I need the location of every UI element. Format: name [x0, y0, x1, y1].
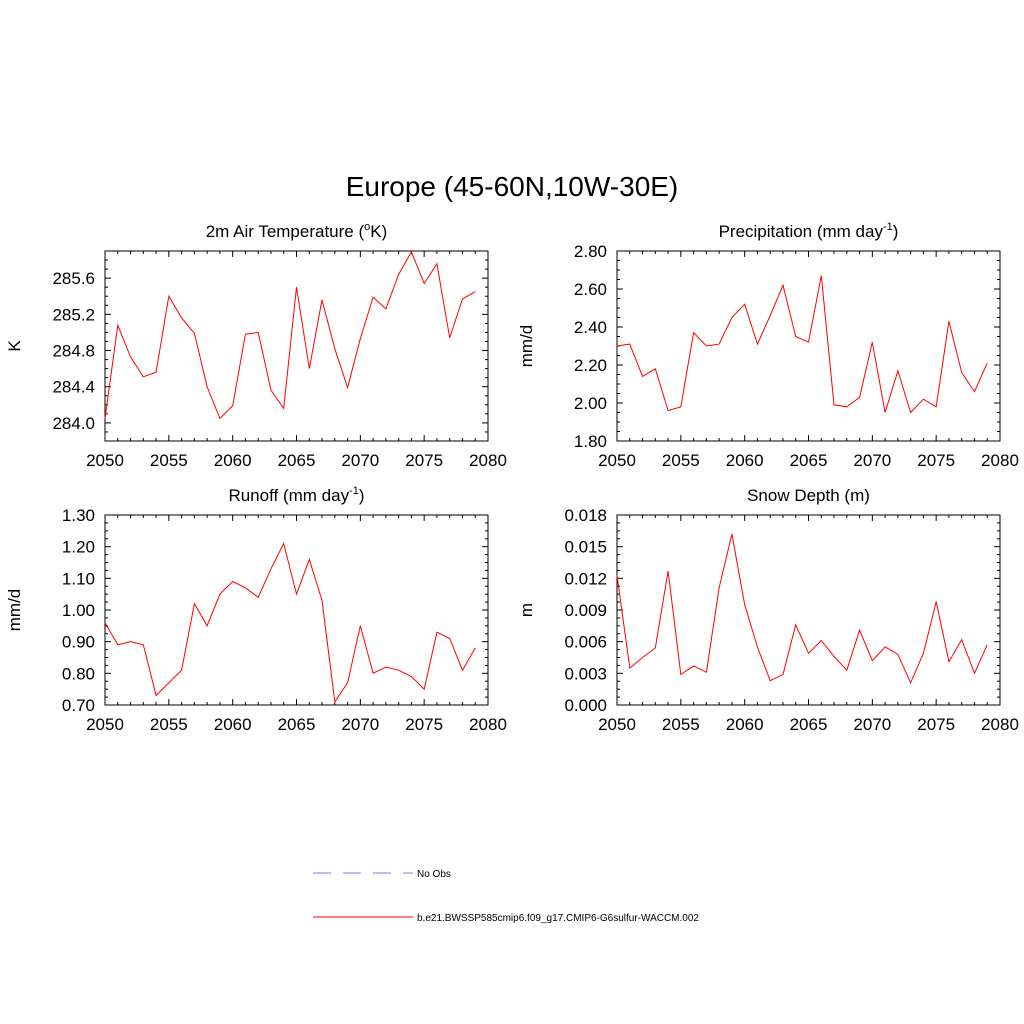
series-line: [616, 533, 988, 685]
panel-title-text: Runoff (mm day: [228, 486, 349, 505]
x-tick-label: 2080: [469, 715, 507, 734]
x-tick-label: 2075: [405, 715, 443, 734]
y-tick-label: 285.6: [52, 269, 95, 288]
panel-title-superscript: o: [364, 221, 370, 233]
panel-title-tail: ): [359, 486, 365, 505]
y-tick-label: 1.00: [62, 601, 95, 620]
panel-title: Runoff (mm day-1): [228, 485, 364, 505]
plot-frame: [616, 250, 1001, 442]
series-line: [616, 275, 988, 414]
y-tick-label: 1.10: [62, 569, 95, 588]
series-line: [104, 250, 476, 420]
y-axis-label: mm/d: [5, 589, 24, 632]
panel-4: Snow Depth (m) 2050 2055 2060 2065 2070 2075 20…: [517, 486, 1019, 734]
x-tick-label: 2060: [726, 715, 764, 734]
panel-title-text: Precipitation (mm day: [719, 222, 884, 241]
y-tick-label: 0.006: [564, 633, 607, 652]
panel-3: Runoff (mm day-1) 2050 2055 2060 2065 2070 207…: [5, 485, 507, 734]
y-tick-label: 2.60: [574, 280, 607, 299]
y-tick-label: 0.000: [564, 696, 607, 715]
y-axis-label: mm/d: [517, 325, 536, 368]
y-tick-label: 1.30: [62, 506, 95, 525]
y-tick-label: 0.80: [62, 664, 95, 683]
x-tick-label: 2075: [917, 715, 955, 734]
plot-frame: [104, 514, 489, 706]
y-tick-label: 284.8: [52, 342, 95, 361]
panel-title: 2m Air Temperature (oK): [206, 221, 388, 241]
y-tick-label: 0.018: [564, 506, 607, 525]
y-tick-label: 284.4: [52, 378, 95, 397]
y-tick-label: 1.80: [574, 432, 607, 451]
x-tick-label: 2060: [726, 451, 764, 470]
y-tick-label: 2.00: [574, 394, 607, 413]
panel-title-text: Snow Depth (m): [747, 486, 870, 505]
panel-title-superscript: -1: [349, 485, 359, 497]
x-tick-label: 2065: [790, 715, 828, 734]
x-tick-label: 2070: [853, 715, 891, 734]
x-tick-label: 2050: [598, 715, 636, 734]
y-tick-label: 0.003: [564, 664, 607, 683]
panel-title: Precipitation (mm day-1): [719, 221, 899, 241]
panel-2: Precipitation (mm day-1) 2050 2055 2060 2065…: [517, 221, 1019, 470]
panel-title-superscript: -1: [883, 221, 893, 233]
x-tick-label: 2080: [469, 451, 507, 470]
x-tick-label: 2075: [405, 451, 443, 470]
figure-title: Europe (45-60N,10W-30E): [346, 171, 679, 202]
y-tick-label: 0.90: [62, 633, 95, 652]
plot-frame: [104, 250, 489, 442]
series-line: [104, 542, 476, 704]
x-tick-label: 2055: [150, 451, 188, 470]
x-tick-label: 2055: [150, 715, 188, 734]
x-tick-label: 2080: [981, 715, 1019, 734]
legend-model-label: b.e21.BWSSP585cmip6.f09_g17.CMIP6-G6sulf…: [417, 913, 699, 924]
y-axis-label: m: [517, 603, 536, 617]
y-tick-label: 2.80: [574, 242, 607, 261]
y-tick-label: 2.20: [574, 356, 607, 375]
panel-title: Snow Depth (m): [747, 486, 870, 505]
panel-title-text: 2m Air Temperature (: [206, 222, 365, 241]
x-tick-label: 2065: [790, 451, 828, 470]
panel-1: 2m Air Temperature (oK) 2050 2055 2060 2065 2…: [5, 221, 507, 470]
x-tick-label: 2055: [662, 451, 700, 470]
x-tick-label: 2065: [278, 715, 316, 734]
y-tick-label: 0.70: [62, 696, 95, 715]
y-tick-label: 0.012: [564, 569, 607, 588]
y-axis-label: K: [5, 340, 24, 352]
legend-obs-label: No Obs: [417, 869, 451, 880]
x-tick-label: 2070: [853, 451, 891, 470]
legend: No Obs b.e21.BWSSP585cmip6.f09_g17.CMIP6…: [313, 869, 699, 924]
y-tick-label: 0.009: [564, 601, 607, 620]
x-tick-label: 2070: [341, 715, 379, 734]
panel-title-tail: ): [893, 222, 899, 241]
panel-title-tail: K): [370, 222, 387, 241]
x-tick-label: 2050: [86, 451, 124, 470]
x-tick-label: 2075: [917, 451, 955, 470]
y-tick-label: 1.20: [62, 538, 95, 557]
plot-frame: [616, 514, 1001, 706]
x-tick-label: 2065: [278, 451, 316, 470]
x-tick-label: 2060: [214, 715, 252, 734]
x-tick-label: 2080: [981, 451, 1019, 470]
x-tick-label: 2050: [598, 451, 636, 470]
x-tick-label: 2060: [214, 451, 252, 470]
x-tick-label: 2070: [341, 451, 379, 470]
y-tick-label: 285.2: [52, 305, 95, 324]
x-tick-label: 2050: [86, 715, 124, 734]
x-tick-label: 2055: [662, 715, 700, 734]
y-tick-label: 0.015: [564, 538, 607, 557]
y-tick-label: 2.40: [574, 318, 607, 337]
y-tick-label: 284.0: [52, 414, 95, 433]
panels: 2m Air Temperature (oK)2050 2055 2060 2065 2…: [5, 221, 1019, 734]
